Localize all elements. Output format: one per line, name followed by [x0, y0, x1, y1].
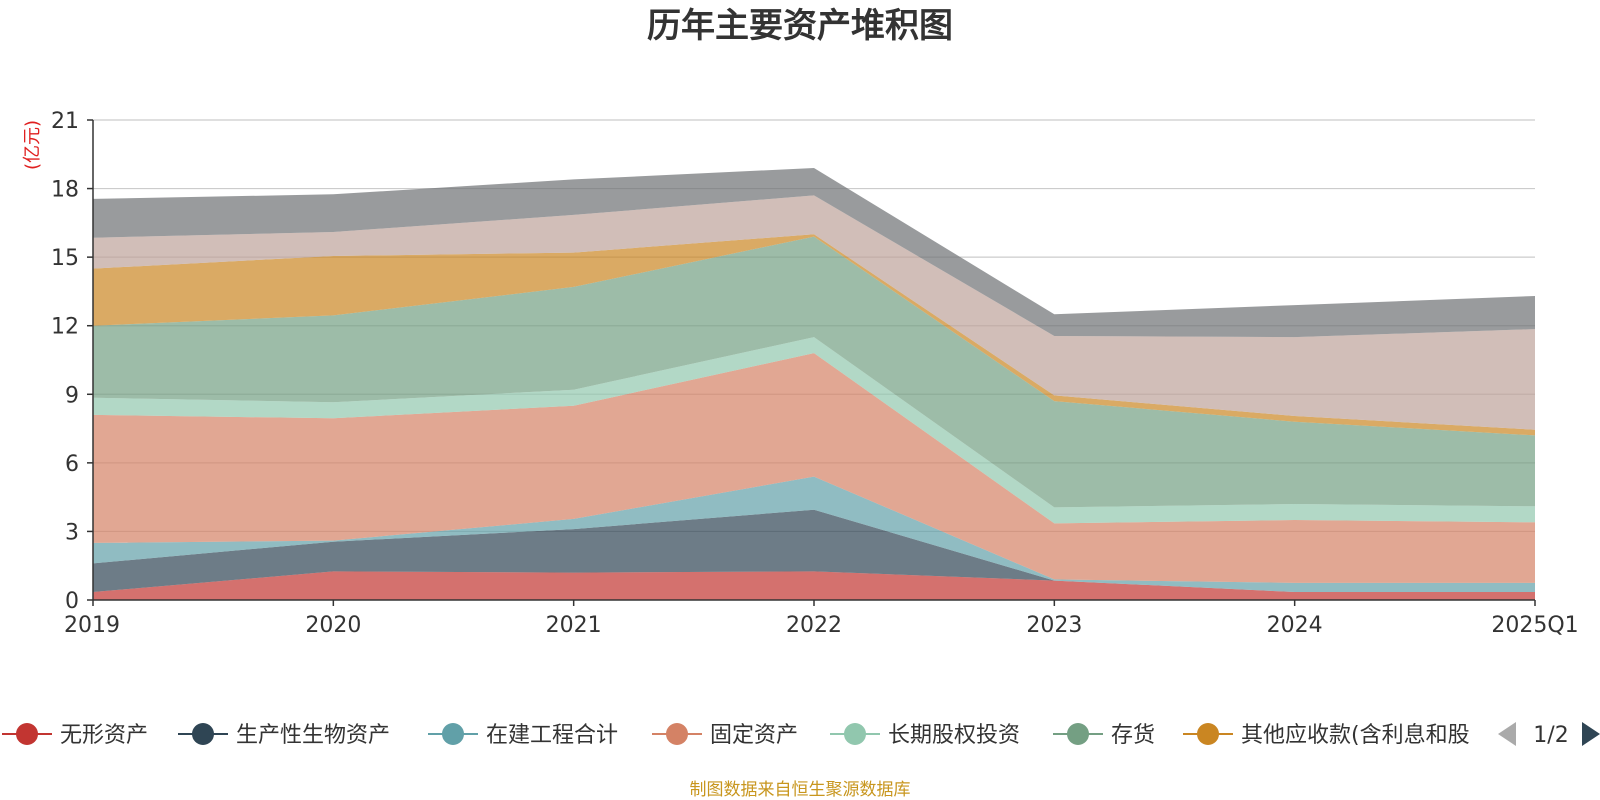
legend-next-page-icon[interactable]	[1582, 722, 1600, 746]
area-series-6	[93, 236, 1535, 508]
x-tick-label: 2022	[786, 613, 842, 638]
area-series-4	[93, 353, 1535, 583]
chart-title: 历年主要资产堆积图	[647, 6, 953, 46]
y-tick-label: 3	[65, 520, 79, 545]
x-tick-label: 2023	[1026, 613, 1082, 638]
x-tick-label: 2025Q1	[1491, 613, 1578, 638]
legend-item-6[interactable]: 存货	[1053, 723, 1155, 748]
x-tick-label: 2021	[546, 613, 602, 638]
x-tick-label: 2024	[1267, 613, 1323, 638]
stacked-area-plot	[93, 168, 1535, 600]
legend-label: 固定资产	[710, 723, 798, 748]
axes: 0 3 6 9 12 15 18 21 2019 2020 2021 2022 2023 2024 2025…	[51, 109, 1579, 638]
legend-prev-page-icon[interactable]	[1498, 722, 1516, 746]
legend-circle-icon	[1067, 723, 1089, 745]
data-source-note: 制图数据来自恒生聚源数据库	[690, 780, 911, 800]
legend-item-5[interactable]: 长期股权投资	[830, 723, 1020, 748]
y-tick-label: 6	[65, 452, 79, 477]
x-tick-label: 2019	[64, 613, 120, 638]
legend-item-2[interactable]: 生产性生物资产	[178, 723, 390, 748]
area-series-7	[93, 234, 1535, 436]
area-series-9	[93, 168, 1535, 338]
area-series-8	[93, 195, 1535, 430]
legend-circle-icon	[666, 723, 688, 745]
legend-label: 存货	[1111, 723, 1155, 748]
y-tick-label: 12	[51, 315, 79, 340]
legend-item-4[interactable]: 固定资产	[652, 723, 798, 748]
legend-item-3[interactable]: 在建工程合计	[428, 723, 618, 748]
legend-circle-icon	[442, 723, 464, 745]
y-tick-label: 15	[51, 246, 79, 271]
y-tick-label: 9	[65, 383, 79, 408]
area-series-2	[93, 509, 1535, 592]
area-series-1	[93, 571, 1535, 600]
legend-circle-icon	[16, 723, 38, 745]
legend-item-7[interactable]: 其他应收款(含利息和股	[1183, 723, 1470, 748]
y-tick-label: 0	[65, 589, 79, 614]
legend: 无形资产 生产性生物资产 在建工程合计 固定资产 长期股权投资 存货 其他应收款(含利息和股…	[2, 722, 1600, 748]
y-axis-unit-label: (亿元)	[22, 120, 43, 170]
legend-circle-icon	[192, 723, 214, 745]
legend-label: 在建工程合计	[486, 723, 618, 748]
area-series-3	[93, 476, 1535, 592]
legend-circle-icon	[844, 723, 866, 745]
legend-circle-icon	[1197, 723, 1219, 745]
x-tick-label: 2020	[305, 613, 361, 638]
legend-label: 其他应收款(含利息和股	[1241, 723, 1470, 748]
legend-page-indicator: 1/2	[1533, 723, 1568, 748]
y-tick-label: 18	[51, 178, 79, 203]
y-tick-label: 21	[51, 109, 79, 134]
legend-label: 长期股权投资	[888, 723, 1020, 748]
legend-label: 生产性生物资产	[236, 723, 390, 748]
legend-label: 无形资产	[60, 723, 148, 748]
legend-item-1[interactable]: 无形资产	[2, 723, 148, 748]
